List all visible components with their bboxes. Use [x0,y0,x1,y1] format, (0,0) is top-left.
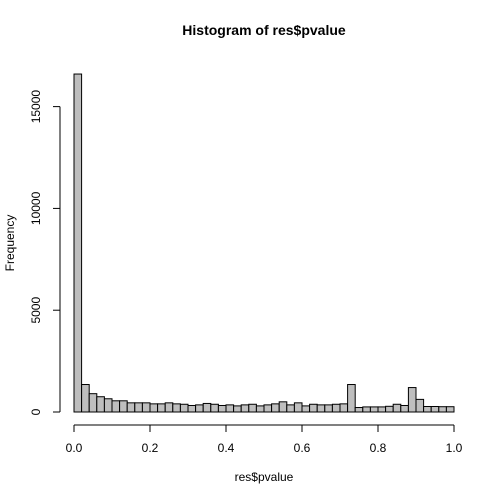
histogram-bar [134,402,143,413]
histogram-bar [172,403,181,413]
histogram-bar [385,405,394,413]
y-axis: 0 5000 10000 15000 [29,90,61,415]
histogram-bar [255,405,265,413]
histogram-bar [73,73,83,413]
histogram-bar [354,407,364,413]
histogram-bar [423,406,432,413]
histogram-bar [430,406,440,413]
histogram-bar [263,404,273,413]
histogram-bar [362,406,371,413]
histogram-bar [88,393,98,413]
histogram-bars [73,73,455,413]
histogram-bar [202,402,212,413]
histogram-bar [438,406,447,413]
y-tick-label: 15000 [29,90,43,124]
y-tick-label: 10000 [29,191,43,225]
histogram-bar [347,384,356,413]
y-tick-label: 5000 [29,297,43,324]
x-tick-label: 0.4 [218,441,235,455]
x-tick-label: 0.2 [142,441,159,455]
x-tick-label: 0.8 [370,441,387,455]
x-tick-label: 1.0 [446,441,463,455]
histogram-bar [149,403,159,413]
histogram-bar [331,403,341,413]
x-tick-label: 0.6 [294,441,311,455]
histogram-bar [316,404,326,413]
histogram-bar [271,403,280,413]
histogram-bar [369,406,379,413]
histogram-bar [415,398,425,413]
histogram-bar [248,403,257,413]
histogram-bar [301,405,311,413]
histogram-bar [407,387,417,413]
histogram-bar [240,404,250,413]
histogram-bar [400,404,409,413]
histogram-bar [286,404,295,413]
histogram-bar [233,405,242,413]
histogram-bar [111,400,121,413]
chart-title: Histogram of res$pvalue [182,22,346,38]
x-tick-label: 0.0 [66,441,83,455]
histogram-bar [141,402,151,413]
histogram-bar [119,400,128,413]
histogram-bar [217,404,227,413]
histogram-bar [339,403,349,413]
histogram-bar [445,406,455,413]
histogram-bar [324,404,333,413]
x-axis-label: res$pvalue [235,470,294,484]
histogram-bar [187,404,197,413]
histogram-bar [81,384,90,413]
y-tick-label: 0 [29,408,43,415]
histogram-bar [179,403,189,413]
histogram-bar [210,403,219,413]
histogram-bar [157,403,166,413]
y-axis-label: Frequency [3,215,17,272]
histogram-bar [96,396,105,413]
x-axis: 0.0 0.2 0.4 0.6 0.8 1.0 [66,424,463,455]
histogram-bar [126,402,136,413]
histogram-bar [103,398,113,413]
histogram-bar [195,404,204,413]
histogram-bar [278,401,288,413]
histogram-bar [225,404,235,413]
histogram-bar [309,403,318,413]
histogram-bar [164,402,174,413]
histogram-bar [377,406,387,413]
histogram-bar [293,402,303,413]
histogram-bar [392,403,402,413]
